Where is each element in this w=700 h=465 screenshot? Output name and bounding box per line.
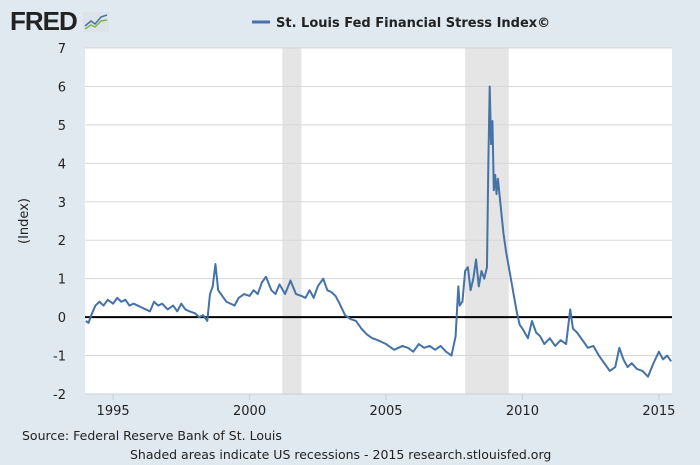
y-tick-label: 6 (58, 80, 66, 95)
y-axis-label: (Index) (17, 198, 32, 244)
x-tick-label: 2015 (642, 404, 675, 419)
y-tick-label: -2 (53, 388, 66, 403)
fred-logo: FRED (10, 6, 110, 37)
x-tick-label: 1995 (97, 404, 130, 419)
y-tick-label: 5 (58, 119, 66, 134)
recession-note: Shaded areas indicate US recessions - 20… (130, 447, 552, 462)
x-tick-label: 2010 (506, 404, 539, 419)
y-tick-label: -1 (53, 350, 66, 365)
x-tick-label: 2005 (369, 404, 402, 419)
y-tick-label: 3 (58, 196, 66, 211)
series-line (85, 85, 672, 378)
source-text: Source: Federal Reserve Bank of St. Loui… (22, 428, 282, 443)
y-tick-label: 0 (58, 311, 66, 326)
logo-text: FRED (10, 6, 78, 36)
plot-area (85, 48, 672, 394)
recession-band (282, 48, 302, 394)
y-tick-label: 2 (58, 234, 66, 249)
y-tick-label: 4 (58, 157, 66, 172)
x-tick-label: 2000 (233, 404, 266, 419)
y-tick-label: 7 (58, 42, 66, 57)
logo-chart-icon (83, 12, 110, 32)
legend-title: St. Louis Fed Financial Stress Index© (276, 16, 550, 31)
y-tick-label: 1 (58, 273, 66, 288)
